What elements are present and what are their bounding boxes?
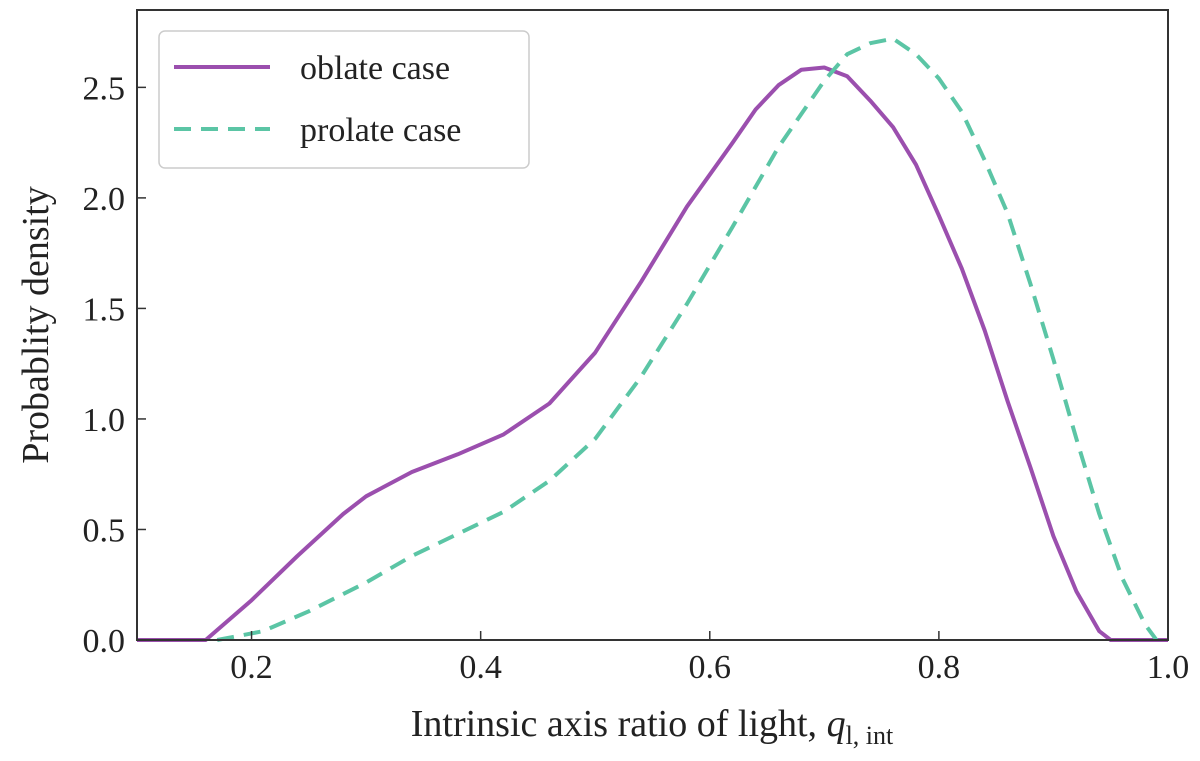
x-axis-title: Intrinsic axis ratio of light, ql, int bbox=[411, 703, 894, 750]
y-tick-label: 2.5 bbox=[83, 70, 126, 107]
x-tick-label: 0.2 bbox=[230, 649, 273, 686]
series-line-prolate-case bbox=[216, 36, 1159, 642]
legend-label-oblate: oblate case bbox=[300, 50, 450, 87]
plot-frame bbox=[136, 9, 1169, 641]
y-tick-label: 2.0 bbox=[83, 181, 126, 218]
y-tick-label: 1.0 bbox=[83, 402, 126, 439]
legend-label-prolate: prolate case bbox=[300, 112, 461, 149]
legend: oblate case prolate case bbox=[158, 30, 530, 169]
x-tick-label: 0.6 bbox=[689, 649, 732, 686]
y-ticks: 0.0 0.5 1.0 1.5 2.0 2.5 bbox=[83, 70, 146, 660]
x-tick-label: 0.4 bbox=[459, 649, 502, 686]
y-axis-title: Probablity density bbox=[15, 186, 57, 464]
x-tick-label: 1.0 bbox=[1147, 649, 1190, 686]
x-tick-label: 0.8 bbox=[918, 649, 961, 686]
x-ticks: 0.2 0.4 0.6 0.8 1.0 bbox=[230, 631, 1189, 686]
y-tick-label: 0.0 bbox=[83, 623, 126, 660]
plot-area: 0.2 0.4 0.6 0.8 1.0 0.0 0.5 1.0 1.5 2.0 2.5 bbox=[83, 9, 1189, 686]
y-tick-label: 1.5 bbox=[83, 291, 126, 328]
series-layer bbox=[137, 36, 1168, 642]
x-axis-subscript: l, int bbox=[846, 721, 894, 750]
x-axis-title-text: Intrinsic axis ratio of light, bbox=[411, 703, 827, 745]
x-axis-symbol: q bbox=[827, 703, 846, 745]
series-line-oblate-case bbox=[137, 65, 1168, 642]
y-tick-label: 0.5 bbox=[83, 512, 126, 549]
